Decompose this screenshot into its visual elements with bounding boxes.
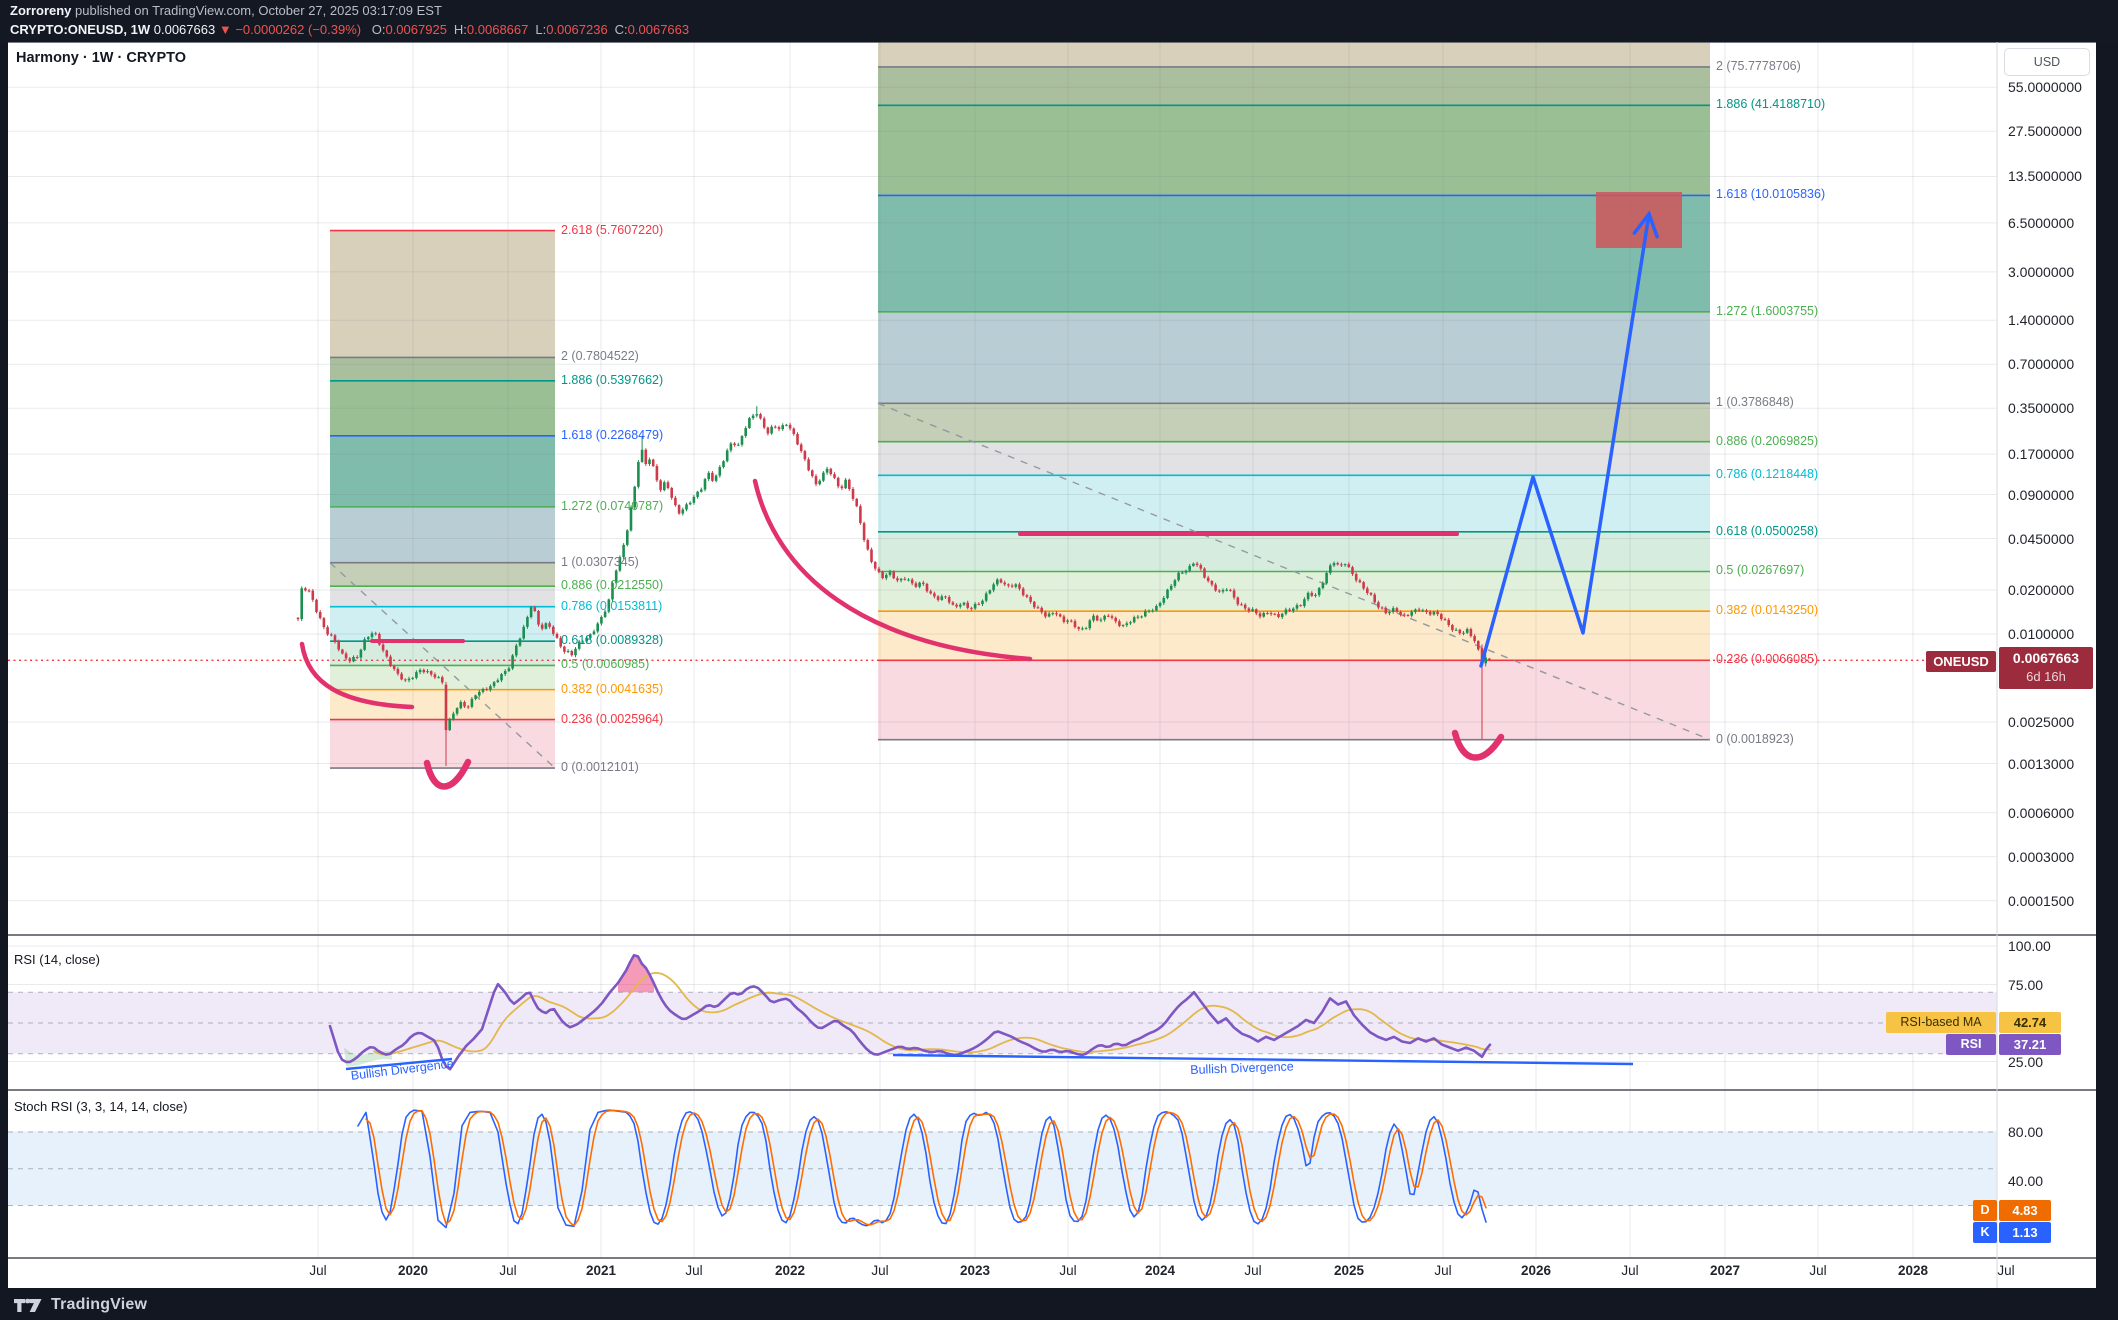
chart-title: Harmony · 1W · CRYPTO	[16, 50, 186, 66]
ohlc-value: 0.0067663	[627, 22, 690, 37]
header-bar: Zorroreny published on TradingView.com, …	[0, 0, 2118, 42]
footer-brand: TradingView	[51, 1296, 148, 1313]
publish-suffix: published on TradingView.com, October 27…	[71, 3, 442, 18]
stoch-legend[interactable]: Stoch RSI (3, 3, 14, 14, close)	[14, 1099, 188, 1114]
symbol-label: CRYPTO:ONEUSD, 1W	[10, 22, 151, 37]
publish-info: Zorroreny published on TradingView.com, …	[10, 3, 442, 18]
ohlc-value: 0.0067925	[385, 22, 447, 37]
tradingview-logo-icon	[14, 1298, 42, 1312]
ohlc-label: L:	[535, 22, 547, 37]
ohlc-label: O:	[371, 22, 386, 37]
down-triangle-icon: ▼	[218, 22, 232, 37]
rsi-legend[interactable]: RSI (14, close)	[14, 952, 100, 967]
rsi-ma-badge-value: 42.74	[1999, 1012, 2061, 1033]
ohlc-value: 0.0068667	[466, 22, 529, 37]
rsi-badge-value: 37.21	[1999, 1034, 2061, 1055]
ohlc-value: 0.0067236	[546, 22, 608, 37]
stoch-k-badge-label: K	[1973, 1222, 1997, 1243]
currency-toggle-button[interactable]: USD	[2004, 48, 2090, 76]
rsi-badge-label: RSI	[1946, 1034, 1996, 1055]
price-change: −0.0000262 (−0.39%)	[235, 22, 362, 37]
last-price: 0.0067663	[153, 22, 216, 37]
rsi-ma-badge-label: RSI-based MA	[1886, 1012, 1996, 1033]
symbol-ohlc-row: CRYPTO:ONEUSD, 1W 0.0067663 ▼ −0.0000262…	[10, 22, 689, 37]
stoch-d-badge-value: 4.83	[1999, 1200, 2051, 1221]
time-axis[interactable]	[8, 1258, 2096, 1288]
last-price-value: 0.0067663	[2012, 650, 2080, 666]
stoch-k-badge-value: 1.13	[1999, 1222, 2051, 1243]
ohlc-readout: O:0.0067925 H:0.0068667 L:0.0067236 C:0.006…	[365, 22, 689, 37]
bar-countdown: 6d 16h	[2026, 669, 2066, 684]
last-price-axis-badge: 0.0067663 6d 16h	[1999, 647, 2093, 689]
ohlc-label: C:	[614, 22, 628, 37]
ohlc-label: H:	[453, 22, 467, 37]
footer-bar: TradingView	[0, 1290, 2118, 1320]
publisher-name: Zorroreny	[10, 3, 72, 18]
price-line-symbol-badge: ONEUSD	[1926, 651, 1996, 672]
stoch-d-badge-label: D	[1973, 1200, 1997, 1221]
